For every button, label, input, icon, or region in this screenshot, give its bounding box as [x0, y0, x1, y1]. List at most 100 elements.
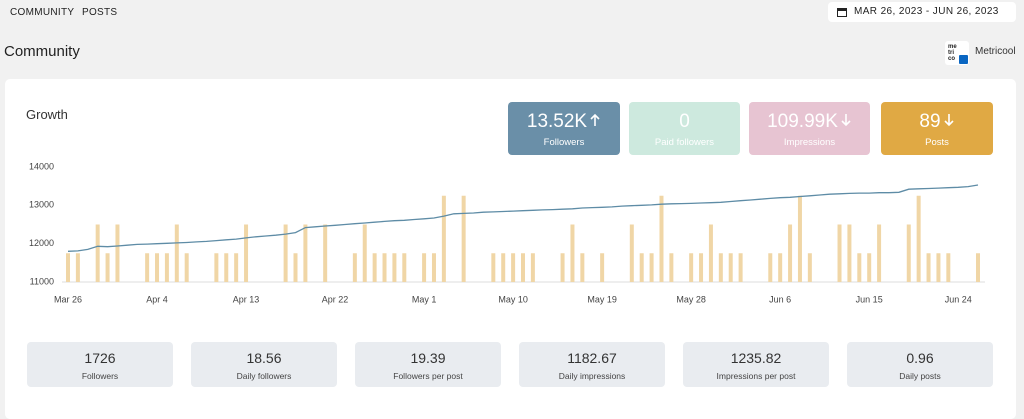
stat-value: 19.39	[410, 350, 446, 366]
stat-card: 1235.82 Impressions per post	[683, 342, 829, 387]
chart: 11000 12000 13000 14000 Mar 26 Apr 4 Apr 13 Apr…	[29, 161, 985, 304]
bar	[105, 253, 110, 282]
bar	[768, 253, 773, 282]
bar	[352, 253, 357, 282]
page-title: Community	[4, 43, 80, 60]
kpi-value: 109.99K	[749, 111, 870, 133]
bar	[303, 224, 308, 282]
bar	[362, 224, 367, 282]
bar	[867, 253, 872, 282]
bar	[580, 253, 585, 282]
kpi-card[interactable]: 109.99K Impressions	[749, 102, 870, 155]
kpi-card[interactable]: 13.52K Followers	[508, 102, 620, 155]
kpi-value-text: 13.52K	[526, 111, 588, 132]
bar	[906, 224, 911, 282]
bar	[926, 253, 931, 282]
kpi-label: Impressions	[783, 137, 836, 148]
stat-label: Daily followers	[236, 371, 292, 381]
bar	[936, 253, 941, 282]
bar	[669, 253, 674, 282]
bar	[600, 253, 605, 282]
kpi-value-text: 0	[679, 111, 690, 132]
bar	[145, 253, 150, 282]
kpi-value: 89	[881, 111, 993, 133]
bar	[718, 253, 723, 282]
stat-card: 0.96 Daily posts	[847, 342, 993, 387]
bar	[807, 253, 812, 282]
bar	[847, 224, 852, 282]
bar	[491, 253, 496, 282]
x-tick-label: Mar 26	[54, 294, 82, 304]
x-tick-label: Jun 15	[856, 294, 883, 304]
bar	[372, 253, 377, 282]
kpi-value: 0	[629, 111, 740, 133]
bar	[95, 224, 100, 282]
bar	[441, 195, 446, 282]
stat-value: 1726	[84, 350, 116, 366]
bar	[283, 224, 288, 282]
bar	[501, 253, 506, 282]
stat-label: Followers	[81, 371, 119, 381]
tab[interactable]: POSTS	[82, 7, 118, 18]
bar	[422, 253, 427, 282]
bar	[244, 224, 249, 282]
stat-label: Followers per post	[393, 371, 463, 381]
stat-value: 18.56	[246, 350, 282, 366]
bar	[629, 224, 634, 282]
bar	[461, 195, 466, 282]
bar	[797, 195, 802, 282]
x-tick-label: Apr 4	[146, 294, 168, 304]
bar	[155, 253, 160, 282]
bar	[649, 253, 654, 282]
y-tick-label: 11000	[30, 276, 54, 286]
date-range[interactable]: MAR 26, 2023 - JUN 26, 2023	[828, 2, 1016, 22]
bar	[164, 253, 169, 282]
bar	[293, 253, 298, 282]
bar	[788, 224, 793, 282]
bar	[570, 224, 575, 282]
bar	[639, 253, 644, 282]
bar	[659, 195, 664, 282]
bar	[857, 253, 862, 282]
kpi-label: Followers	[543, 137, 585, 148]
kpi-card[interactable]: 0 Paid followers	[629, 102, 740, 155]
bar	[946, 253, 951, 282]
stat-label: Impressions per post	[716, 371, 796, 381]
bar	[234, 253, 239, 282]
x-tick-label: May 19	[587, 294, 617, 304]
kpi-label: Posts	[925, 137, 949, 148]
stat-value: 0.96	[906, 350, 934, 366]
bar	[521, 253, 525, 282]
x-tick-label: Apr 13	[233, 294, 260, 304]
trend-arrow	[590, 113, 600, 126]
bar	[976, 253, 980, 282]
x-tick-label: Jun 24	[945, 294, 972, 304]
kpi-label: Paid followers	[654, 137, 715, 148]
bar	[224, 253, 229, 282]
bar	[738, 253, 743, 282]
bar	[778, 253, 783, 282]
trend-arrow	[943, 114, 954, 127]
stat-value: 1182.67	[567, 350, 617, 366]
bar	[402, 253, 407, 282]
x-tick-label: May 1	[412, 294, 437, 304]
date-range-text: MAR 26, 2023 - JUN 26, 2023	[854, 6, 999, 17]
bar	[174, 224, 179, 282]
trend-arrow	[841, 114, 851, 127]
bar	[708, 224, 713, 282]
stat-card: 1726 Followers	[27, 342, 173, 387]
card-title: Growth	[26, 107, 68, 122]
tab[interactable]: COMMUNITY	[10, 7, 75, 18]
y-tick-label: 13000	[29, 200, 54, 210]
bar	[392, 253, 397, 282]
x-tick-label: May 28	[676, 294, 706, 304]
brand-logo: me tri co	[945, 41, 969, 65]
y-tick-label: 12000	[29, 238, 54, 248]
stat-label: Daily posts	[899, 371, 941, 381]
bar	[382, 253, 387, 282]
bar	[431, 253, 436, 282]
kpi-card[interactable]: 89 Posts	[881, 102, 993, 155]
kpi-value-text: 89	[919, 111, 941, 132]
bar	[75, 253, 80, 282]
